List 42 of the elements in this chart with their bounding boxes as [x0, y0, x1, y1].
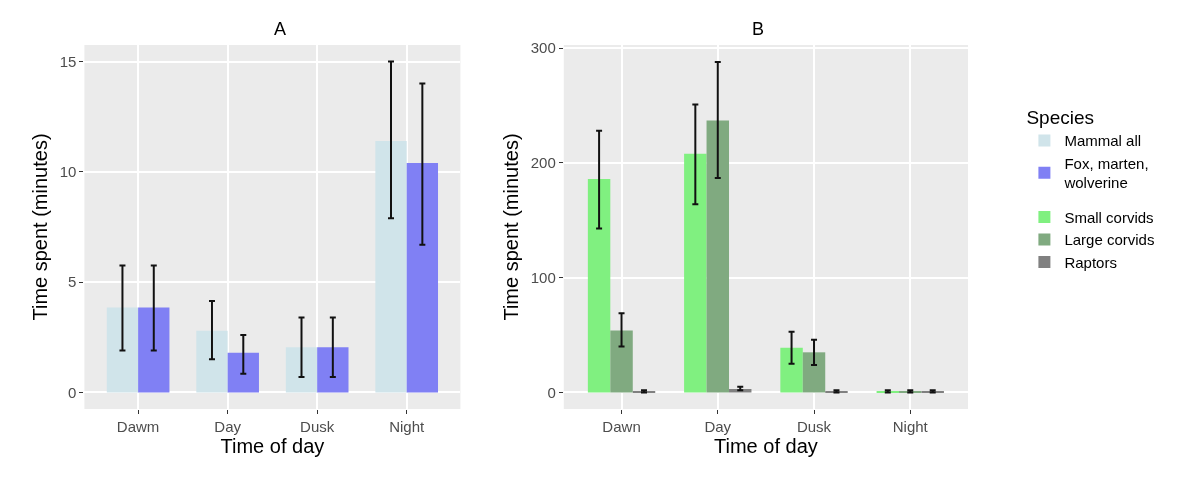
- y-axis-title: Time spent (minutes): [29, 133, 52, 321]
- y-tick-label: 0: [547, 383, 556, 401]
- chart-title: A: [274, 19, 287, 39]
- x-tick-label: Dusk: [796, 418, 832, 435]
- x-tick-label: Night: [389, 418, 426, 435]
- y-tick-label: 100: [530, 268, 556, 286]
- legend-label: Raptors: [1064, 253, 1117, 271]
- bar: [138, 307, 170, 393]
- x-tick-label: Dawn: [602, 418, 641, 435]
- x-axis-title: Time of day: [714, 435, 818, 457]
- legend-label: Small corvids: [1064, 208, 1154, 226]
- legend-title: Species: [1026, 107, 1095, 129]
- bar: [610, 330, 633, 393]
- x-tick-label: Day: [704, 418, 732, 435]
- bar: [106, 307, 139, 393]
- chart-title: B: [752, 19, 765, 39]
- y-tick-label: 200: [530, 154, 556, 172]
- y-tick-label: 10: [59, 163, 77, 181]
- x-tick-label: Night: [892, 418, 929, 435]
- bar: [196, 330, 228, 393]
- bar: [802, 352, 826, 393]
- bar: [587, 179, 611, 393]
- y-tick-label: 300: [530, 39, 556, 57]
- legend-label: Mammal all: [1064, 132, 1142, 150]
- x-tick-label: Day: [214, 418, 242, 435]
- y-tick-label: 5: [68, 273, 77, 291]
- legend-label: Large corvids: [1064, 231, 1155, 249]
- bar: [317, 347, 349, 393]
- x-tick-label: Dawm: [116, 418, 160, 435]
- y-tick-label: 0: [68, 383, 77, 401]
- x-tick-label: Dusk: [300, 418, 335, 435]
- x-axis-title: Time of day: [220, 435, 325, 457]
- bar: [227, 352, 259, 393]
- bar: [375, 140, 407, 393]
- y-tick-label: 15: [59, 52, 77, 70]
- bar: [706, 120, 730, 393]
- bar: [780, 347, 803, 393]
- bar: [684, 153, 707, 393]
- bar: [406, 163, 439, 393]
- bar: [285, 347, 318, 393]
- y-axis-title: Time spent (minutes): [500, 133, 523, 321]
- legend-label: Fox, marten, wolverine: [1063, 154, 1149, 192]
